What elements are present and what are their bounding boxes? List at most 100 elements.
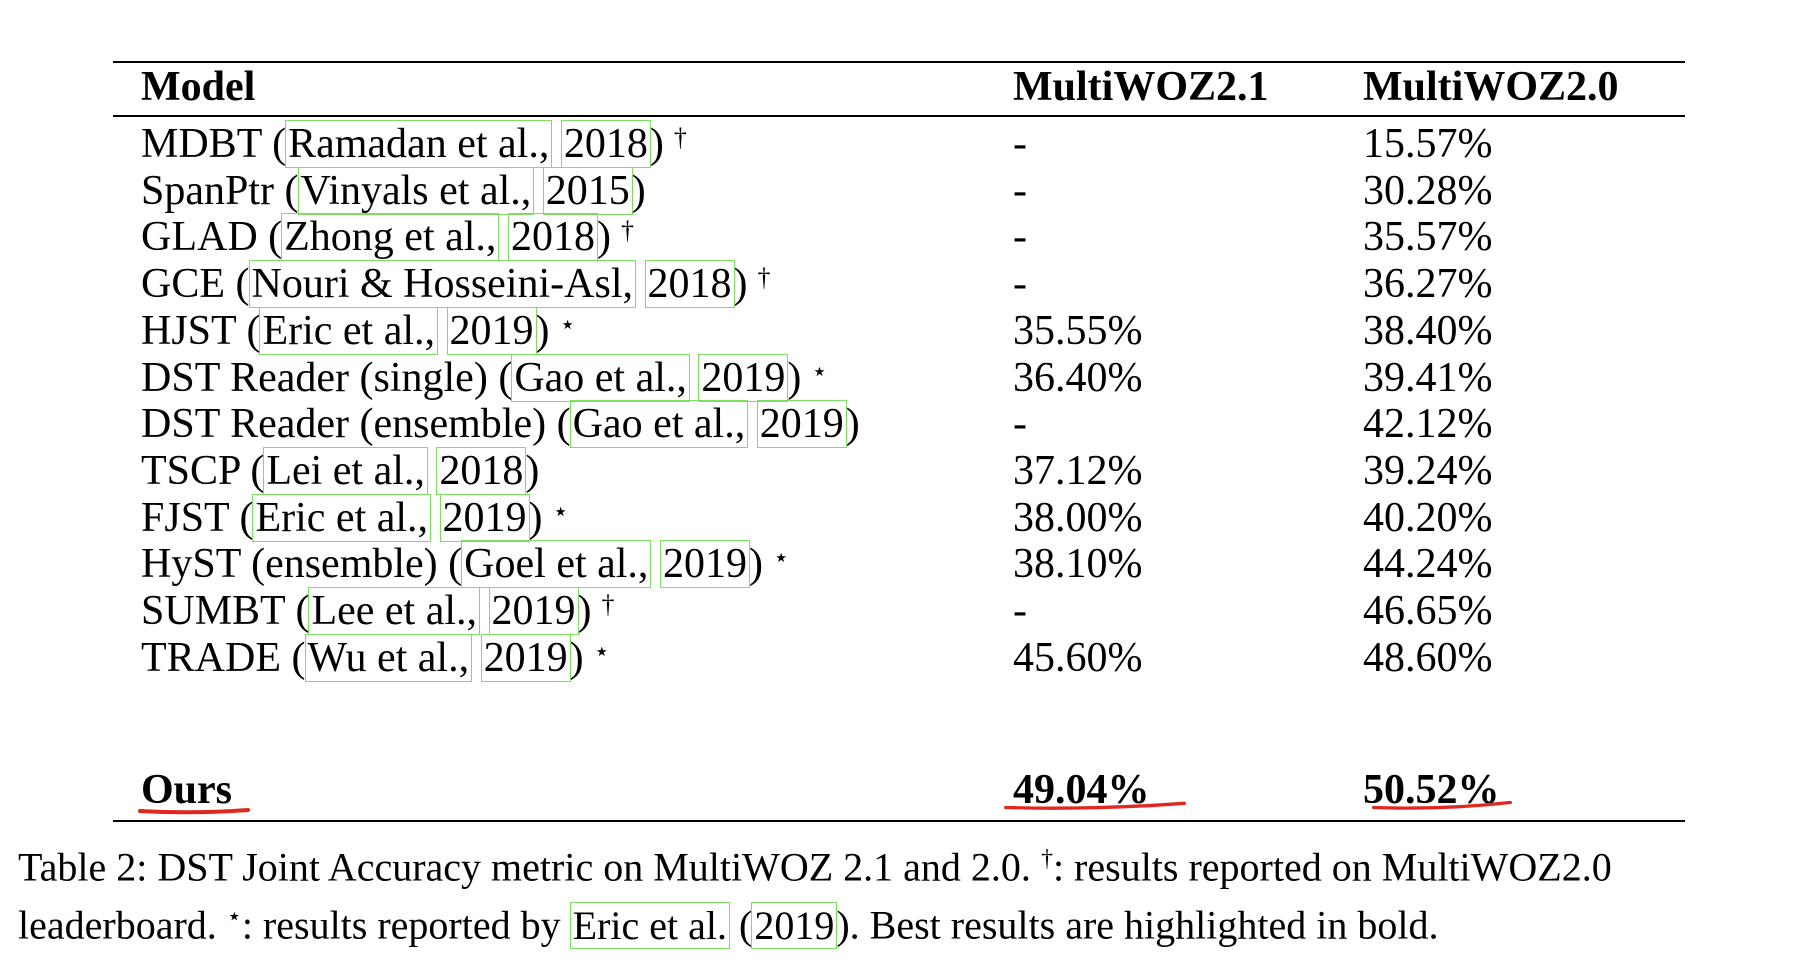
table-row: TSCP (Lei et al., 2018) 37.12% 39.24% — [0, 444, 1808, 498]
note-mark: ⋆ — [559, 309, 576, 339]
note-mark: † — [601, 590, 615, 619]
mwoz20-cell: 36.27% — [1363, 261, 1493, 308]
citation-year[interactable]: 2018 — [507, 213, 598, 262]
model-cell: GLAD (Zhong et al., 2018) † — [141, 213, 634, 262]
mwoz21-cell: - — [1013, 401, 1027, 448]
table-row: SpanPtr (Vinyals et al., 2015) - 30.28% — [0, 164, 1808, 218]
caption-citation-author[interactable]: Eric et al. — [569, 901, 730, 949]
table-row: MDBT (Ramadan et al., 2018) † - 15.57% — [0, 117, 1808, 171]
citation-author[interactable]: Zhong et al., — [281, 213, 500, 262]
model-name: GLAD — [141, 214, 258, 261]
mwoz20-cell: 44.24% — [1363, 541, 1493, 588]
table-caption: Table 2: DST Joint Accuracy metric on Mu… — [18, 844, 1612, 949]
caption-star-text: : results reported by — [241, 902, 561, 948]
annotation-underline-ours — [138, 805, 250, 815]
model-cell: HyST (ensemble) (Goel et al., 2019) ⋆ — [141, 540, 790, 589]
model-name: GCE — [141, 261, 225, 308]
citation-author[interactable]: Nouri & Hosseini-Asl, — [248, 260, 636, 309]
citation-author[interactable]: Eric et al., — [259, 306, 439, 355]
note-mark: ⋆ — [593, 636, 610, 666]
mwoz21-cell: - — [1013, 261, 1027, 308]
mwoz20-cell: 46.65% — [1363, 588, 1493, 634]
table-row-best: Ours 49.04% 50.52% — [0, 763, 1808, 817]
mwoz20-cell: 30.28% — [1363, 167, 1493, 214]
caption-lead: Table 2: DST Joint Accuracy metric on Mu… — [18, 844, 1031, 890]
citation-year[interactable]: 2019 — [698, 353, 789, 402]
table-row: GLAD (Zhong et al., 2018) † - 35.57% — [0, 210, 1808, 264]
mwoz20-cell: 39.24% — [1363, 447, 1493, 494]
header-multiwoz21: MultiWOZ2.1 — [1013, 64, 1269, 110]
citation-author[interactable]: Goel et al., — [461, 540, 652, 589]
model-name: TRADE — [141, 634, 281, 681]
mwoz21-cell: - — [1013, 588, 1027, 634]
header-multiwoz20: MultiWOZ2.0 — [1363, 64, 1619, 110]
model-cell: DST Reader (single) (Gao et al., 2019) ⋆ — [141, 353, 828, 402]
table-row: HyST (ensemble) (Goel et al., 2019) ⋆ 38.1… — [0, 537, 1808, 591]
citation-year[interactable]: 2019 — [488, 587, 579, 635]
model-cell: DST Reader (ensemble) (Gao et al., 2019) — [141, 400, 860, 449]
citation-year[interactable]: 2019 — [756, 400, 847, 449]
annotation-underline-mwoz21 — [1004, 800, 1186, 810]
citation-author[interactable]: Wu et al., — [304, 633, 473, 682]
model-name: DST Reader (single) — [141, 354, 488, 401]
caption-citation-year[interactable]: 2019 — [751, 901, 838, 949]
citation-year[interactable]: 2019 — [480, 633, 571, 682]
citation-author[interactable]: Lee et al., — [308, 587, 481, 635]
table-row: SUMBT (Lee et al., 2019) † - 46.65% — [0, 584, 1808, 638]
citation-year[interactable]: 2015 — [542, 166, 633, 215]
mwoz20-cell: 40.20% — [1363, 494, 1493, 541]
table-row: DST Reader (ensemble) (Gao et al., 2019)… — [0, 397, 1808, 451]
citation-author[interactable]: Ramadan et al., — [285, 120, 553, 168]
mwoz20-cell: 48.60% — [1363, 634, 1493, 681]
citation-year[interactable]: 2019 — [659, 540, 750, 589]
mwoz21-cell: 35.55% — [1013, 307, 1143, 354]
table-row: HJST (Eric et al., 2019) ⋆ 35.55% 38.40% — [0, 304, 1808, 358]
citation-author[interactable]: Gao et al., — [511, 353, 690, 402]
note-mark: † — [620, 216, 634, 246]
note-mark: ⋆ — [772, 543, 790, 573]
model-cell: TRADE (Wu et al., 2019) ⋆ — [141, 633, 610, 682]
caption-dagger-text: : results reported on MultiWOZ2.0 — [1052, 844, 1612, 890]
model-cell: MDBT (Ramadan et al., 2018) † — [141, 120, 687, 168]
mwoz20-cell: 42.12% — [1363, 401, 1493, 448]
mwoz20-cell: 38.40% — [1363, 307, 1493, 354]
model-name: FJST — [141, 494, 229, 541]
citation-year[interactable]: 2018 — [560, 120, 651, 168]
model-cell: TSCP (Lei et al., 2018) — [141, 446, 540, 495]
bottom-rule — [113, 820, 1685, 822]
mwoz21-cell: 45.60% — [1013, 634, 1143, 681]
note-mark: † — [673, 123, 687, 152]
citation-year[interactable]: 2018 — [644, 260, 735, 309]
star-mark: ⋆ — [226, 904, 242, 931]
annotation-underline-mwoz20 — [1372, 800, 1512, 810]
citation-author[interactable]: Vinyals et al., — [297, 166, 535, 215]
citation-author[interactable]: Eric et al., — [252, 493, 432, 542]
model-cell: SUMBT (Lee et al., 2019) † — [141, 587, 615, 635]
mwoz21-cell: 38.10% — [1013, 541, 1143, 588]
best-model: Ours — [141, 767, 233, 813]
citation-author[interactable]: Gao et al., — [569, 400, 749, 449]
top-rule — [113, 61, 1685, 63]
note-mark: ⋆ — [552, 496, 569, 526]
model-cell: FJST (Eric et al., 2019) ⋆ — [141, 493, 569, 542]
dagger-mark: † — [1040, 846, 1053, 872]
model-name: MDBT — [141, 121, 262, 167]
mwoz20-cell: 15.57% — [1363, 121, 1493, 167]
table-row: FJST (Eric et al., 2019) ⋆ 38.00% 40.20% — [0, 491, 1808, 545]
mwoz21-cell: - — [1013, 167, 1027, 214]
citation-author[interactable]: Lei et al., — [263, 446, 428, 495]
table-row: TRADE (Wu et al., 2019) ⋆ 45.60% 48.60% — [0, 631, 1808, 685]
model-name: SpanPtr — [141, 167, 275, 214]
model-name: SUMBT — [141, 588, 285, 634]
mwoz20-cell: 39.41% — [1363, 354, 1493, 401]
mwoz21-cell: 37.12% — [1013, 447, 1143, 494]
citation-year[interactable]: 2019 — [446, 306, 537, 355]
note-mark: ⋆ — [811, 356, 828, 386]
citation-year[interactable]: 2018 — [436, 446, 527, 495]
mwoz21-cell: 38.00% — [1013, 494, 1143, 541]
note-mark: † — [757, 263, 771, 293]
table-header-row: Model MultiWOZ2.1 MultiWOZ2.0 — [0, 60, 1808, 114]
caption-tail: . Best results are highlighted in bold. — [849, 902, 1439, 948]
citation-year[interactable]: 2019 — [439, 493, 530, 542]
model-name: HyST (ensemble) — [141, 541, 438, 588]
